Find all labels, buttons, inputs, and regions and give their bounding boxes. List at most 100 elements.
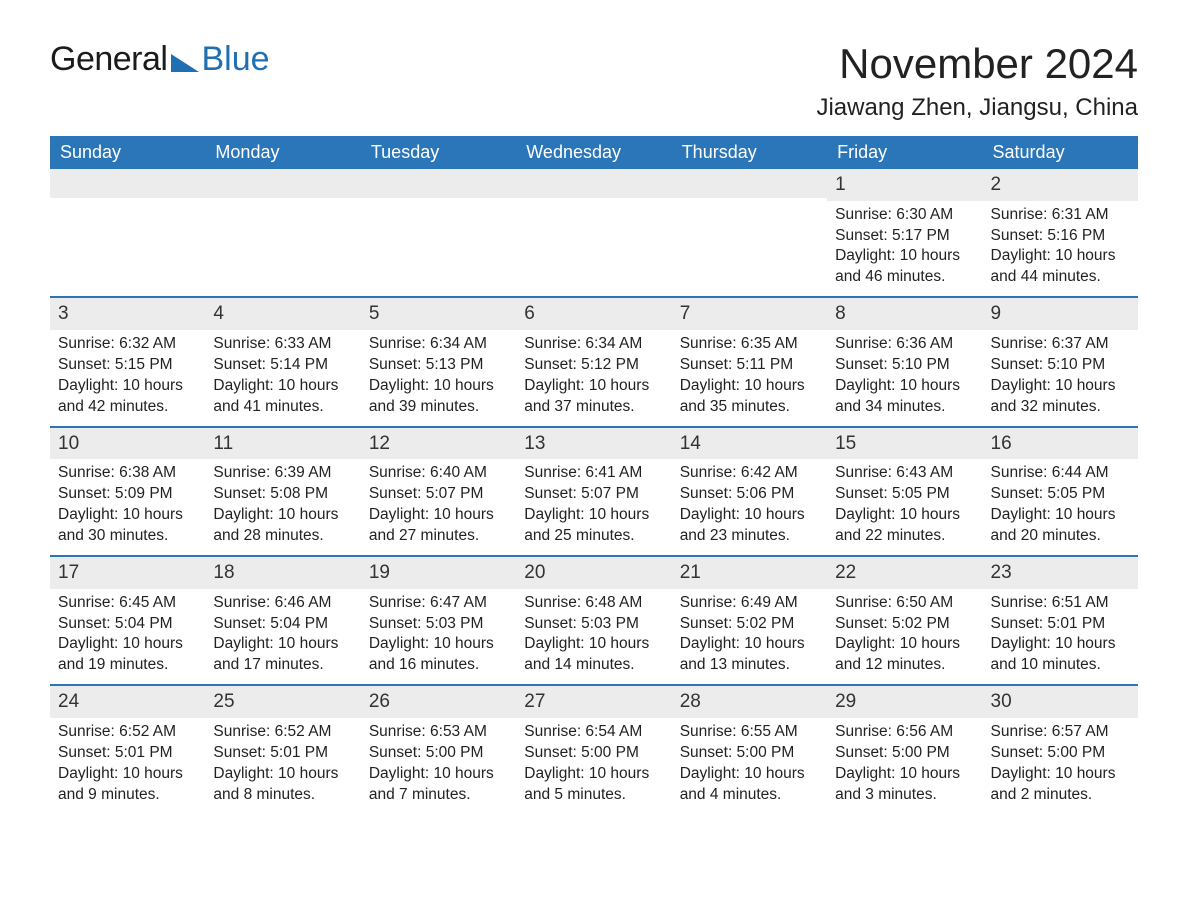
sunset-text: Sunset: 5:03 PM bbox=[369, 614, 508, 635]
day-header-tuesday: Tuesday bbox=[361, 136, 516, 169]
page-title: November 2024 bbox=[839, 40, 1138, 88]
sunset-text: Sunset: 5:07 PM bbox=[369, 484, 508, 505]
sunset-text: Sunset: 5:12 PM bbox=[524, 355, 663, 376]
calendar-cell: 10Sunrise: 6:38 AMSunset: 5:09 PMDayligh… bbox=[50, 428, 205, 555]
calendar-cell: 14Sunrise: 6:42 AMSunset: 5:06 PMDayligh… bbox=[672, 428, 827, 555]
daylight-text: Daylight: 10 hours and 22 minutes. bbox=[835, 505, 974, 547]
calendar-cell: 4Sunrise: 6:33 AMSunset: 5:14 PMDaylight… bbox=[205, 298, 360, 425]
sunset-text: Sunset: 5:05 PM bbox=[835, 484, 974, 505]
sunrise-text: Sunrise: 6:39 AM bbox=[213, 463, 352, 484]
day-number: 11 bbox=[205, 428, 360, 460]
sunset-text: Sunset: 5:09 PM bbox=[58, 484, 197, 505]
calendar-cell: 13Sunrise: 6:41 AMSunset: 5:07 PMDayligh… bbox=[516, 428, 671, 555]
daylight-text: Daylight: 10 hours and 12 minutes. bbox=[835, 634, 974, 676]
daylight-text: Daylight: 10 hours and 2 minutes. bbox=[991, 764, 1130, 806]
daylight-text: Daylight: 10 hours and 46 minutes. bbox=[835, 246, 974, 288]
sunrise-text: Sunrise: 6:52 AM bbox=[58, 722, 197, 743]
daylight-text: Daylight: 10 hours and 39 minutes. bbox=[369, 376, 508, 418]
daylight-text: Daylight: 10 hours and 4 minutes. bbox=[680, 764, 819, 806]
calendar-cell: 18Sunrise: 6:46 AMSunset: 5:04 PMDayligh… bbox=[205, 557, 360, 684]
day-number: 14 bbox=[672, 428, 827, 460]
day-number: 10 bbox=[50, 428, 205, 460]
calendar-cell: 7Sunrise: 6:35 AMSunset: 5:11 PMDaylight… bbox=[672, 298, 827, 425]
day-number: 4 bbox=[205, 298, 360, 330]
calendar-cell: 2Sunrise: 6:31 AMSunset: 5:16 PMDaylight… bbox=[983, 169, 1138, 296]
sunrise-text: Sunrise: 6:48 AM bbox=[524, 593, 663, 614]
day-number: 8 bbox=[827, 298, 982, 330]
sunrise-text: Sunrise: 6:33 AM bbox=[213, 334, 352, 355]
calendar-cell: 26Sunrise: 6:53 AMSunset: 5:00 PMDayligh… bbox=[361, 686, 516, 813]
sunrise-text: Sunrise: 6:30 AM bbox=[835, 205, 974, 226]
daylight-text: Daylight: 10 hours and 44 minutes. bbox=[991, 246, 1130, 288]
calendar-body: 1Sunrise: 6:30 AMSunset: 5:17 PMDaylight… bbox=[50, 169, 1138, 814]
calendar-cell: 20Sunrise: 6:48 AMSunset: 5:03 PMDayligh… bbox=[516, 557, 671, 684]
sunset-text: Sunset: 5:04 PM bbox=[213, 614, 352, 635]
logo: General Blue bbox=[50, 40, 270, 79]
day-number: 18 bbox=[205, 557, 360, 589]
day-number bbox=[361, 169, 516, 198]
sunset-text: Sunset: 5:02 PM bbox=[835, 614, 974, 635]
sunrise-text: Sunrise: 6:31 AM bbox=[991, 205, 1130, 226]
sunset-text: Sunset: 5:01 PM bbox=[58, 743, 197, 764]
sunset-text: Sunset: 5:01 PM bbox=[991, 614, 1130, 635]
calendar-cell: 6Sunrise: 6:34 AMSunset: 5:12 PMDaylight… bbox=[516, 298, 671, 425]
calendar-week: 17Sunrise: 6:45 AMSunset: 5:04 PMDayligh… bbox=[50, 555, 1138, 684]
day-number: 1 bbox=[827, 169, 982, 201]
day-number: 5 bbox=[361, 298, 516, 330]
day-header-row: Sunday Monday Tuesday Wednesday Thursday… bbox=[50, 136, 1138, 169]
calendar-cell: 9Sunrise: 6:37 AMSunset: 5:10 PMDaylight… bbox=[983, 298, 1138, 425]
daylight-text: Daylight: 10 hours and 8 minutes. bbox=[213, 764, 352, 806]
sunset-text: Sunset: 5:04 PM bbox=[58, 614, 197, 635]
calendar-cell: 22Sunrise: 6:50 AMSunset: 5:02 PMDayligh… bbox=[827, 557, 982, 684]
sunset-text: Sunset: 5:00 PM bbox=[369, 743, 508, 764]
calendar-cell bbox=[205, 169, 360, 296]
header: General Blue November 2024 bbox=[50, 40, 1138, 88]
calendar-cell: 24 Sunrise: 6:52 AMSunset: 5:01 PMDayligh… bbox=[50, 686, 205, 813]
day-number: 24 bbox=[50, 686, 205, 718]
day-number: 19 bbox=[361, 557, 516, 589]
day-number bbox=[50, 169, 205, 198]
sunrise-text: Sunrise: 6:55 AM bbox=[680, 722, 819, 743]
sunrise-text: Sunrise: 6:54 AM bbox=[524, 722, 663, 743]
sunrise-text: Sunrise: 6:43 AM bbox=[835, 463, 974, 484]
daylight-text: Daylight: 10 hours and 32 minutes. bbox=[991, 376, 1130, 418]
sunrise-text: Sunrise: 6:44 AM bbox=[991, 463, 1130, 484]
daylight-text: Daylight: 10 hours and 10 minutes. bbox=[991, 634, 1130, 676]
sunset-text: Sunset: 5:08 PM bbox=[213, 484, 352, 505]
day-number: 13 bbox=[516, 428, 671, 460]
sunset-text: Sunset: 5:02 PM bbox=[680, 614, 819, 635]
daylight-text: Daylight: 10 hours and 16 minutes. bbox=[369, 634, 508, 676]
calendar-cell: 17Sunrise: 6:45 AMSunset: 5:04 PMDayligh… bbox=[50, 557, 205, 684]
day-number: 16 bbox=[983, 428, 1138, 460]
day-number: 30 bbox=[983, 686, 1138, 718]
day-number: 6 bbox=[516, 298, 671, 330]
day-header-wednesday: Wednesday bbox=[516, 136, 671, 169]
sunrise-text: Sunrise: 6:35 AM bbox=[680, 334, 819, 355]
sunrise-text: Sunrise: 6:57 AM bbox=[991, 722, 1130, 743]
daylight-text: Daylight: 10 hours and 9 minutes. bbox=[58, 764, 197, 806]
calendar-cell: 23Sunrise: 6:51 AMSunset: 5:01 PMDayligh… bbox=[983, 557, 1138, 684]
day-number: 22 bbox=[827, 557, 982, 589]
sunrise-text: Sunrise: 6:36 AM bbox=[835, 334, 974, 355]
day-number bbox=[672, 169, 827, 198]
sunset-text: Sunset: 5:00 PM bbox=[680, 743, 819, 764]
calendar-cell bbox=[516, 169, 671, 296]
day-number: 9 bbox=[983, 298, 1138, 330]
sunset-text: Sunset: 5:13 PM bbox=[369, 355, 508, 376]
daylight-text: Daylight: 10 hours and 14 minutes. bbox=[524, 634, 663, 676]
daylight-text: Daylight: 10 hours and 28 minutes. bbox=[213, 505, 352, 547]
sunrise-text: Sunrise: 6:45 AM bbox=[58, 593, 197, 614]
calendar-cell: 15Sunrise: 6:43 AMSunset: 5:05 PMDayligh… bbox=[827, 428, 982, 555]
daylight-text: Daylight: 10 hours and 5 minutes. bbox=[524, 764, 663, 806]
sunset-text: Sunset: 5:03 PM bbox=[524, 614, 663, 635]
calendar-cell: 1 Sunrise: 6:30 AMSunset: 5:17 PMDaylight… bbox=[827, 169, 982, 296]
sunrise-text: Sunrise: 6:40 AM bbox=[369, 463, 508, 484]
daylight-text: Daylight: 10 hours and 19 minutes. bbox=[58, 634, 197, 676]
calendar-cell: 21Sunrise: 6:49 AMSunset: 5:02 PMDayligh… bbox=[672, 557, 827, 684]
sunrise-text: Sunrise: 6:34 AM bbox=[369, 334, 508, 355]
sunset-text: Sunset: 5:17 PM bbox=[835, 226, 974, 247]
sunrise-text: Sunrise: 6:46 AM bbox=[213, 593, 352, 614]
calendar-week: 10Sunrise: 6:38 AMSunset: 5:09 PMDayligh… bbox=[50, 426, 1138, 555]
daylight-text: Daylight: 10 hours and 23 minutes. bbox=[680, 505, 819, 547]
day-number: 3 bbox=[50, 298, 205, 330]
